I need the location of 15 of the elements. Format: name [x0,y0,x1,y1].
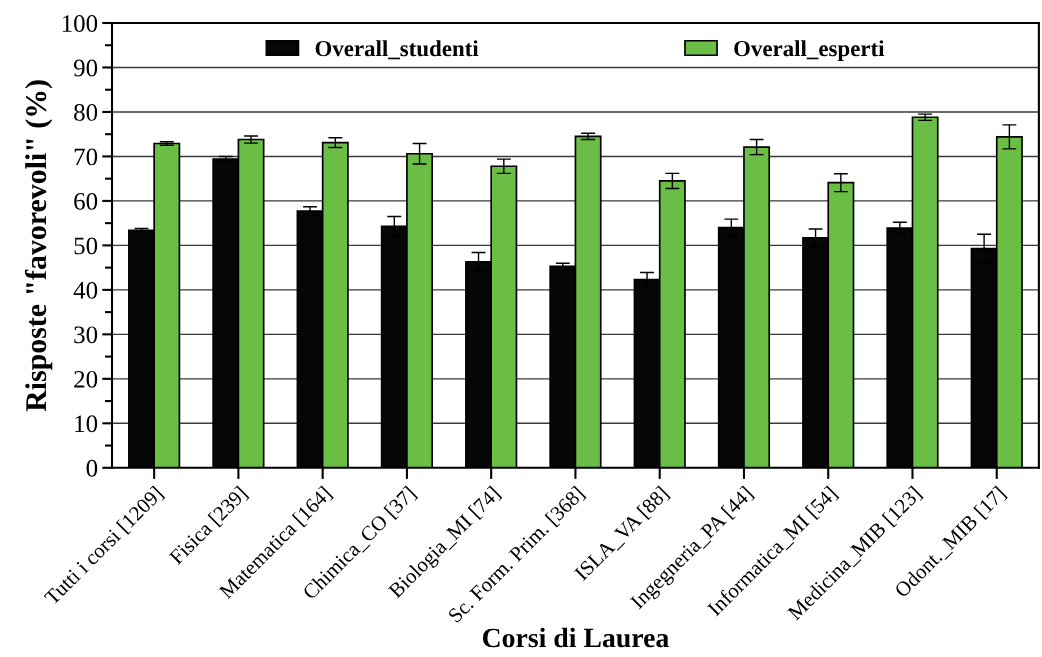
y-tick-label: 90 [73,59,98,77]
y-tick-label: 70 [74,148,98,166]
y-tick-label: 10 [75,415,98,433]
x-axis-title: Corsi di Laurea [482,627,669,648]
y-tick-label: 100 [62,15,98,32]
y-tick-label: 20 [74,370,98,388]
y-tick-label: 30 [74,326,98,344]
legend-label: Overall_esperti [734,40,885,61]
y-axis-title: Risposte "favorevoli" (%) [24,80,53,412]
legend-label: Overall_studenti [315,40,479,60]
y-tick-label: 60 [74,192,98,210]
y-tick-label: 50 [74,237,98,255]
y-tick-label: 40 [73,281,98,299]
y-tick-label: 0 [86,459,98,477]
y-tick-label: 80 [74,104,98,121]
